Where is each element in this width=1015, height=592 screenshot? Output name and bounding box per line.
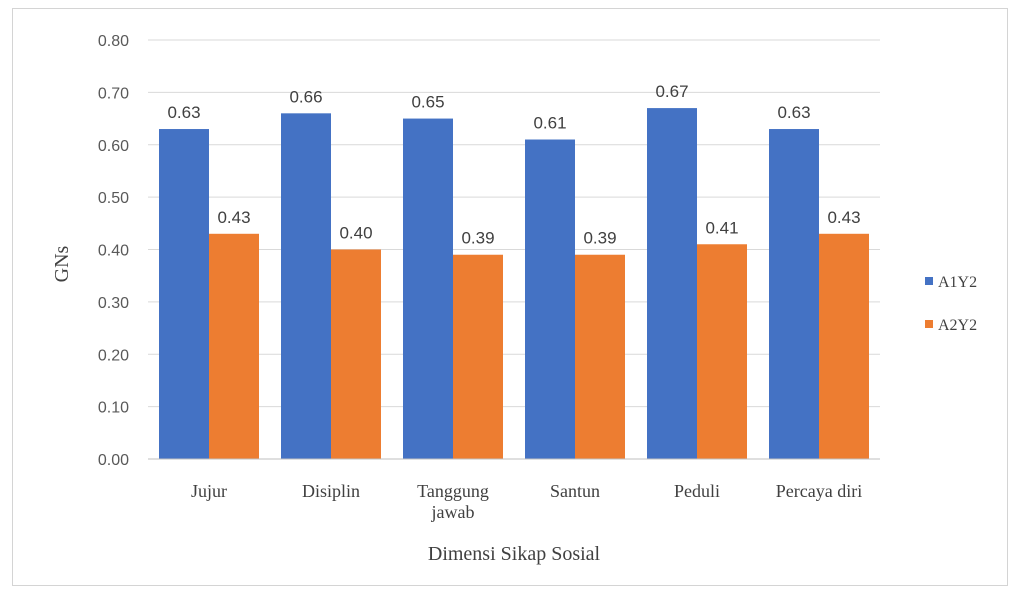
bar-a2y2-disiplin [331, 249, 381, 459]
data-label: 0.41 [705, 218, 738, 237]
y-tick-label: 0.00 [98, 452, 129, 469]
data-label: 0.61 [533, 114, 566, 133]
x-category-label: Tanggung jawab [417, 481, 489, 522]
data-labels: 0.63 0.43 0.66 0.40 0.65 0.39 0.61 0.39 0.67 0.41… [167, 82, 860, 248]
x-category-label: Santun [550, 481, 600, 501]
y-axis-title: GNs [51, 245, 73, 282]
data-label: 0.40 [339, 224, 372, 243]
x-axis-categories: Jujur Disiplin Tanggung jawab Santun Peduli Pe… [191, 481, 862, 522]
data-label: 0.66 [289, 87, 322, 106]
bar-a2y2-jujur [209, 233, 259, 459]
y-tick-label: 0.60 [98, 138, 129, 155]
bar-a2y2-percaya-diri [819, 233, 869, 459]
bar-a2y2-santun [575, 254, 625, 459]
bar-a1y2-peduli [647, 108, 697, 460]
data-label: 0.39 [461, 229, 494, 248]
bar-a1y2-percaya-diri [769, 129, 819, 459]
legend-swatch-a2y2 [925, 320, 933, 328]
data-label: 0.43 [827, 208, 860, 227]
bars [159, 108, 869, 460]
data-label: 0.67 [655, 82, 688, 101]
y-tick-label: 0.50 [98, 190, 129, 207]
x-category-label: Jujur [191, 481, 227, 501]
x-category-label: Percaya diri [776, 481, 862, 501]
data-label: 0.63 [167, 103, 200, 122]
data-label: 0.43 [217, 208, 250, 227]
y-tick-label: 0.10 [98, 400, 129, 417]
y-tick-label: 0.40 [98, 243, 129, 260]
y-tick-label: 0.20 [98, 347, 129, 364]
gridlines [148, 39, 880, 408]
data-label: 0.39 [583, 229, 616, 248]
legend-label-a2y2: A2Y2 [938, 317, 977, 334]
x-category-label: Peduli [674, 481, 720, 501]
data-label: 0.63 [777, 103, 810, 122]
y-tick-label: 0.30 [98, 295, 129, 312]
y-axis-ticks: 0.00 0.10 0.20 0.30 0.40 0.50 0.60 0.70 0.80 [98, 33, 129, 469]
bar-a1y2-tanggung-jawab [403, 118, 453, 459]
data-label: 0.65 [411, 93, 444, 112]
x-axis-title: Dimensi Sikap Sosial [428, 543, 601, 565]
bar-a1y2-jujur [159, 129, 209, 459]
bar-a2y2-tanggung-jawab [453, 254, 503, 459]
legend-swatch-a1y2 [925, 277, 933, 285]
bar-a1y2-disiplin [281, 113, 331, 459]
x-category-label: Disiplin [302, 481, 360, 501]
legend: A1Y2 A2Y2 [925, 274, 977, 334]
y-tick-label: 0.70 [98, 85, 129, 102]
bar-a1y2-santun [525, 139, 575, 459]
legend-label-a1y2: A1Y2 [938, 274, 977, 291]
bar-a2y2-peduli [697, 244, 747, 459]
y-tick-label: 0.80 [98, 33, 129, 50]
